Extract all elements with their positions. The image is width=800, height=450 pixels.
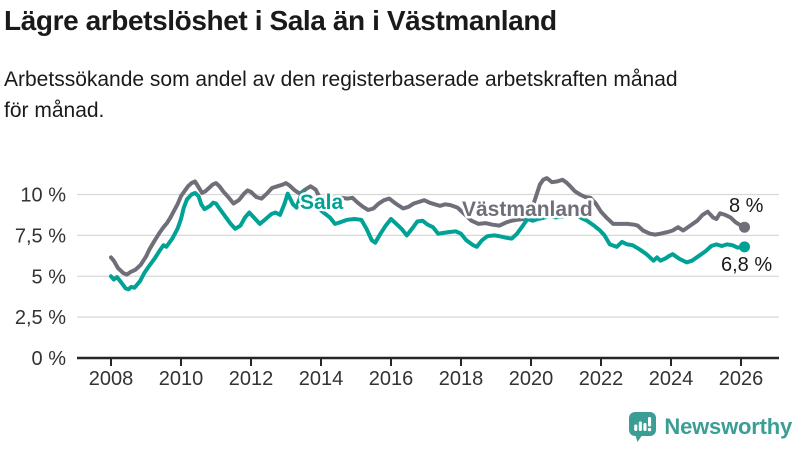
x-axis-tick-label: 2016 bbox=[369, 368, 414, 390]
sala-line-label: Sala bbox=[300, 191, 344, 214]
x-axis-tick-label: 2018 bbox=[439, 368, 484, 390]
y-axis-tick-label: 2,5 % bbox=[15, 307, 66, 329]
page-subtitle-line-1: Arbetssökande som andel av den registerb… bbox=[4, 68, 678, 91]
sala-end-dot bbox=[739, 241, 750, 253]
y-axis-tick-label: 10 % bbox=[20, 185, 66, 207]
x-axis-tick-label: 2012 bbox=[229, 368, 274, 390]
x-axis-tick-label: 2014 bbox=[299, 368, 344, 390]
sala-latest-value-label: 6,8 % bbox=[721, 254, 772, 276]
x-axis-tick-label: 2022 bbox=[579, 368, 624, 390]
brand-name: Newsworthy bbox=[664, 414, 792, 439]
y-axis-tick-label: 5 % bbox=[32, 266, 67, 288]
page-subtitle-line-2: för månad. bbox=[4, 99, 105, 122]
x-axis-tick-label: 2010 bbox=[159, 368, 204, 390]
västmanland-line-label: Västmanland bbox=[462, 198, 593, 221]
y-axis-tick-label: 0 % bbox=[32, 348, 67, 370]
page-subtitle: Arbetssökande som andel av den registerb… bbox=[4, 64, 794, 126]
västmanland-latest-value-label: 8 % bbox=[729, 195, 764, 217]
page-title: Lägre arbetslöshet i Sala än i Västmanla… bbox=[4, 5, 557, 36]
västmanland-line bbox=[109, 176, 747, 277]
x-axis-tick-label: 2020 bbox=[509, 368, 554, 390]
x-axis-tick-label: 2026 bbox=[719, 368, 764, 390]
brand-logo: Newsworthy bbox=[628, 411, 792, 443]
sala-line bbox=[109, 190, 747, 292]
y-axis-tick-label: 7,5 % bbox=[15, 225, 66, 247]
västmanland-end-dot bbox=[739, 221, 750, 233]
newsworthy-logo-icon bbox=[629, 412, 657, 442]
x-axis-tick-label: 2024 bbox=[649, 368, 694, 390]
x-axis-tick-label: 2008 bbox=[89, 368, 134, 390]
